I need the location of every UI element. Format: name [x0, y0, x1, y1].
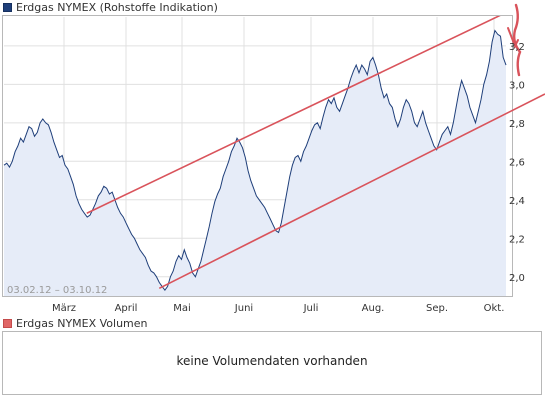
date-range-label: 03.02.12 – 03.10.12 [7, 285, 107, 296]
end-marker-line [512, 3, 522, 77]
y-tick-label: 3,2 [509, 42, 525, 53]
volume-legend-label: Erdgas NYMEX Volumen [16, 316, 148, 330]
x-tick-label: Aug. [362, 303, 385, 314]
price-line [3, 29, 507, 292]
channel-line-lower [158, 93, 545, 290]
price-chart [2, 15, 513, 297]
x-axis-labels: März April Mai Juni Juli Aug. Sep. Okt. [52, 303, 504, 314]
price-chart-svg: 2,0 2,2 2,4 2,6 2,8 3,0 3,2 März April Mai Juni Ju… [3, 3, 545, 314]
channel-line-upper [86, 16, 501, 214]
volume-empty-message: keine Volumendaten vorhanden [176, 354, 368, 368]
price-area [4, 30, 506, 296]
x-tick-label: Okt. [484, 303, 505, 314]
legend-volume: Erdgas NYMEX Volumen [3, 316, 148, 330]
x-tick-label: Mai [173, 303, 191, 314]
x-tick-label: Sep. [426, 303, 448, 314]
price-legend-label: Erdgas NYMEX (Rohstoffe Indikation) [16, 0, 218, 14]
volume-panel: keine Volumendaten vorhanden [2, 331, 542, 395]
y-tick-label: 2,8 [509, 119, 525, 130]
end-marker-tick [507, 27, 519, 49]
x-tick-label: März [52, 303, 76, 314]
y-axis-labels: 2,0 2,2 2,4 2,6 2,8 3,0 3,2 [509, 42, 525, 284]
y-tick-label: 2,0 [509, 273, 525, 284]
y-tick-label: 2,2 [509, 234, 525, 245]
price-legend-swatch [3, 2, 12, 12]
legend-price: Erdgas NYMEX (Rohstoffe Indikation) [3, 0, 218, 14]
y-tick-label: 2,6 [509, 157, 525, 168]
y-tick-label: 3,0 [509, 80, 525, 91]
trend-channel [86, 16, 545, 290]
x-tick-label: Juni [234, 303, 253, 314]
x-tick-label: April [115, 303, 138, 314]
x-tick-label: Juli [303, 303, 319, 314]
volume-legend-swatch [3, 318, 12, 328]
y-tick-label: 2,4 [509, 196, 525, 207]
